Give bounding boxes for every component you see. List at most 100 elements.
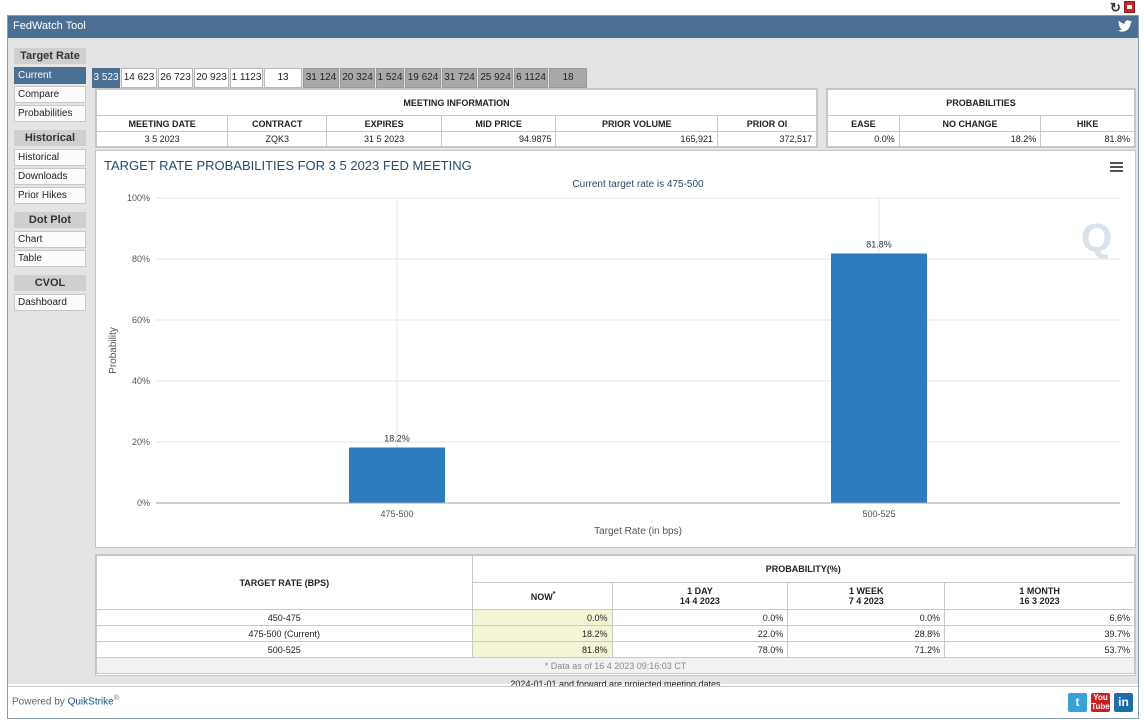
x-axis-title: Target Rate (in bps) <box>594 526 682 537</box>
probability-cell: 78.0% <box>611 641 789 658</box>
linkedin-icon[interactable]: in <box>1114 693 1133 712</box>
tab-meeting[interactable]: 19 624 <box>405 68 441 88</box>
meeting-info-value: 165,921 <box>555 131 718 147</box>
probabilities-panel: PROBABILITIES EASE NO CHANGE HIKE 0.0% 18.2… <box>826 88 1136 148</box>
meeting-info-col: PRIOR VOLUME <box>555 115 718 132</box>
meeting-info-value: 3 5 2023 <box>95 131 229 147</box>
meeting-info-col: EXPIRES <box>326 115 442 132</box>
fedwatch-frame: FedWatch Tool Target Rate Current Compare P… <box>7 15 1139 719</box>
meeting-info-table: MEETING INFORMATION MEETING DATE CONTRACT… <box>95 89 818 147</box>
meeting-info-panel: MEETING INFORMATION MEETING DATE CONTRACT… <box>95 88 818 148</box>
probabilities-header: PROBABILITIES <box>827 89 1135 116</box>
period-label: 1 DAY <box>687 586 713 596</box>
probability-cell: 18.2% <box>471 625 613 642</box>
y-tick-label: 20% <box>132 437 150 447</box>
quikstrike-link[interactable]: QuikStrike <box>67 696 114 708</box>
meeting-info-col: MID PRICE <box>440 115 557 132</box>
sidebar-item-compare[interactable]: Compare <box>14 86 86 103</box>
content-area: Target Rate Current Compare Probabilities Hi… <box>8 38 1138 689</box>
period-header: 1 WEEK 7 4 2023 <box>787 582 946 610</box>
table-row: 500-525 81.8% 78.0% 71.2% 53.7% <box>96 641 1135 658</box>
refresh-icon[interactable]: ↻ <box>1110 0 1121 15</box>
sidebar-item-current[interactable]: Current <box>14 67 86 84</box>
sidebar-heading: Historical <box>14 130 86 146</box>
bar[interactable] <box>831 253 927 503</box>
tab-meeting[interactable]: 1 1123 <box>230 68 263 88</box>
sidebar-item-probabilities[interactable]: Probabilities <box>14 105 86 122</box>
probability-cell: 0.0% <box>471 609 613 626</box>
bar-data-label: 18.2% <box>384 433 410 443</box>
period-date: 16 3 2023 <box>1019 596 1060 606</box>
probability-cell: 81.8% <box>471 641 613 658</box>
tab-meeting[interactable]: 31 124 <box>303 68 339 88</box>
probabilities-value: 81.8% <box>1040 131 1135 147</box>
meeting-info-value: 31 5 2023 <box>326 131 442 147</box>
meeting-info-header: MEETING INFORMATION <box>96 89 817 116</box>
probability-cell: 28.8% <box>787 625 946 642</box>
sidebar-item-historical[interactable]: Historical <box>14 149 86 166</box>
period-footnote-mark: * <box>552 590 556 598</box>
tab-meeting[interactable]: 13 1223 <box>264 68 302 101</box>
sidebar-heading: Target Rate <box>14 48 86 64</box>
probability-cell: 22.0% <box>611 625 789 642</box>
tab-meeting[interactable]: 20 923 <box>194 68 229 88</box>
target-rate-cell: 500-525 <box>96 641 473 658</box>
table-row: 450-475 0.0% 0.0% 0.0% 6.6% <box>96 609 1135 626</box>
table-row: 475-500 (Current) 18.2% 22.0% 28.8% 39.7% <box>96 625 1135 642</box>
tab-meeting[interactable]: 18 1224 <box>549 68 587 101</box>
chart-subtitle: Current target rate is 475-500 <box>572 179 704 190</box>
data-timestamp-note: * Data as of 16 4 2023 09:16:03 CT <box>96 657 1135 674</box>
sidebar-item-downloads[interactable]: Downloads <box>14 168 86 185</box>
tab-meeting[interactable]: 6 1124 <box>514 68 548 88</box>
twitter-bird-icon[interactable] <box>1118 20 1132 32</box>
chart-title: TARGET RATE PROBABILITIES FOR 3 5 2023 F… <box>104 158 472 173</box>
y-tick-label: 80% <box>132 254 150 264</box>
probabilities-table: PROBABILITIES EASE NO CHANGE HIKE 0.0% 18.2… <box>827 89 1135 147</box>
tab-meeting[interactable]: 14 623 <box>121 68 157 88</box>
powered-by: Powered by QuikStrike® <box>12 695 119 708</box>
youtube-icon[interactable]: You Tube <box>1091 693 1110 712</box>
period-label: 1 MONTH <box>1019 586 1060 596</box>
sidebar-item-chart[interactable]: Chart <box>14 231 86 248</box>
probability-cell: 6.6% <box>944 609 1135 626</box>
tab-meeting[interactable]: 31 724 <box>442 68 477 88</box>
watermark-logo: Q <box>1081 216 1112 260</box>
period-date: 14 4 2023 <box>679 596 720 606</box>
meeting-info-value: 94.9875 <box>440 131 557 147</box>
chart-panel: TARGET RATE PROBABILITIES FOR 3 5 2023 F… <box>95 150 1136 548</box>
tab-meeting[interactable]: 3 523 <box>92 68 120 88</box>
meeting-info-col: MEETING DATE <box>95 115 229 132</box>
sidebar-item-table[interactable]: Table <box>14 250 86 267</box>
tab-meeting[interactable]: 20 324 <box>340 68 375 88</box>
meeting-info-value: 372,517 <box>716 131 818 147</box>
tab-meeting[interactable]: 25 924 <box>478 68 513 88</box>
twitter-icon[interactable]: t <box>1068 693 1087 712</box>
bar[interactable] <box>349 447 445 503</box>
hamburger-menu-icon[interactable] <box>1110 162 1123 173</box>
target-rate-cell: 475-500 (Current) <box>96 625 473 642</box>
probability-header: PROBABILITY(%) <box>471 555 1136 583</box>
probabilities-col: NO CHANGE <box>898 115 1042 132</box>
sidebar-item-prior-hikes[interactable]: Prior Hikes <box>14 187 86 204</box>
x-tick-label: 475-500 <box>380 509 413 519</box>
probabilities-value: 18.2% <box>898 131 1042 147</box>
meeting-info-col: PRIOR OI <box>716 115 818 132</box>
probabilities-value: 0.0% <box>827 131 900 147</box>
period-label: NOW <box>530 591 553 602</box>
sidebar-item-dashboard[interactable]: Dashboard <box>14 294 86 311</box>
tab-meeting[interactable]: 26 723 <box>158 68 193 88</box>
y-tick-label: 40% <box>132 376 150 386</box>
probability-table: TARGET RATE (BPS) PROBABILITY(%) NOW* 1 D… <box>96 555 1136 674</box>
y-tick-label: 60% <box>132 315 150 325</box>
tab-meeting[interactable]: 1 524 <box>376 68 404 88</box>
title-bar: FedWatch Tool <box>8 16 1138 38</box>
period-date: 7 4 2023 <box>848 596 884 606</box>
period-header: 1 DAY 14 4 2023 <box>611 582 789 610</box>
prob-table-panel: TARGET RATE (BPS) PROBABILITY(%) NOW* 1 D… <box>95 554 1136 676</box>
target-rate-header: TARGET RATE (BPS) <box>96 555 473 610</box>
pdf-icon[interactable] <box>1124 1 1135 13</box>
footer: Powered by QuikStrike® t You Tube in <box>8 686 1138 718</box>
probability-cell: 53.7% <box>944 641 1135 658</box>
period-header: 1 MONTH 16 3 2023 <box>944 582 1135 610</box>
meeting-info-value: ZQK3 <box>227 131 328 147</box>
